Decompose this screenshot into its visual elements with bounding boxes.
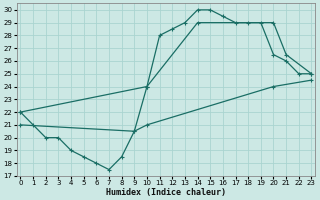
X-axis label: Humidex (Indice chaleur): Humidex (Indice chaleur) — [106, 188, 226, 197]
